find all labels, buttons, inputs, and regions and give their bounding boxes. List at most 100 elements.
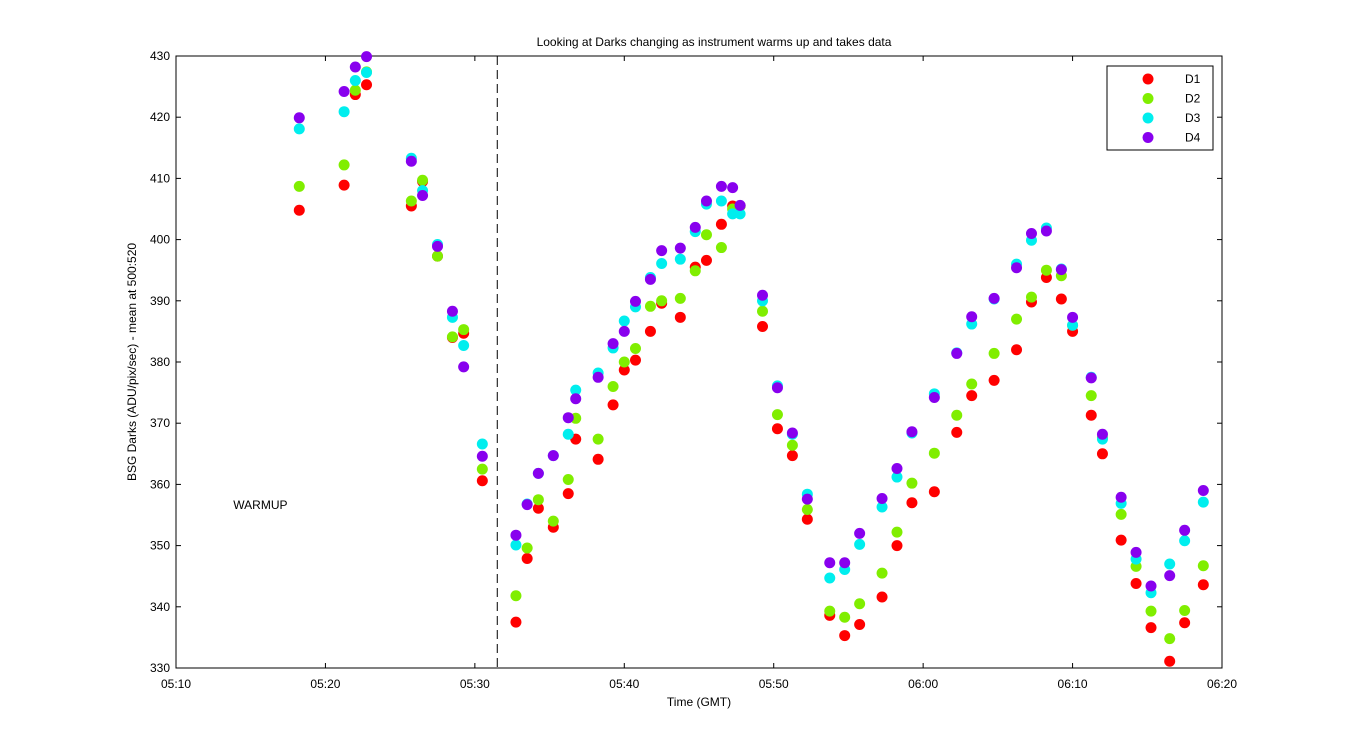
data-point-d4 [734, 199, 746, 211]
data-point-d2 [1025, 291, 1037, 303]
x-tick-label: 05:20 [310, 677, 340, 691]
data-point-d2 [629, 343, 641, 355]
data-point-d4 [876, 492, 888, 504]
legend-label-d3: D3 [1185, 111, 1201, 125]
data-point-d2 [674, 292, 686, 304]
data-point-d3 [338, 106, 350, 118]
data-point-d2 [891, 526, 903, 538]
data-point-d2 [1164, 633, 1176, 645]
data-point-d1 [510, 616, 522, 628]
data-point-d1 [1096, 448, 1108, 460]
data-point-d4 [629, 295, 641, 307]
data-point-d2 [854, 598, 866, 610]
data-point-d1 [361, 79, 373, 91]
data-point-d1 [1164, 655, 1176, 667]
x-tick-label: 05:10 [161, 677, 191, 691]
data-point-d1 [928, 486, 940, 498]
data-point-d1 [1011, 344, 1023, 356]
data-point-d2 [1040, 264, 1052, 276]
data-point-d2 [562, 474, 574, 486]
x-tick-label: 06:00 [908, 677, 938, 691]
warmup-annotation: WARMUP [233, 498, 287, 512]
data-point-d4 [592, 371, 604, 383]
data-point-d4 [432, 240, 443, 252]
data-point-d4 [757, 289, 769, 301]
data-point-d4 [1130, 546, 1142, 558]
data-point-d1 [674, 311, 686, 323]
data-point-d4 [1197, 485, 1209, 497]
data-point-d3 [824, 572, 836, 584]
data-point-d3 [656, 257, 668, 269]
data-point-d2 [876, 567, 888, 579]
legend-box [1106, 65, 1214, 151]
data-point-d2 [521, 542, 533, 554]
y-axis-label: BSG Darks (ADU/pix/sec) - mean at 500:52… [125, 243, 139, 481]
data-point-d1 [476, 475, 488, 487]
data-points [293, 51, 1209, 667]
data-point-d1 [562, 488, 574, 500]
data-point-d3 [674, 253, 686, 265]
legend-label-d4: D4 [1185, 131, 1201, 145]
data-point-d1 [607, 399, 619, 411]
legend-marker-d3 [1142, 112, 1154, 124]
data-point-d4 [349, 61, 361, 73]
data-point-d2 [928, 447, 940, 459]
data-point-d2 [1085, 390, 1097, 402]
data-point-d2 [644, 300, 656, 312]
data-point-d4 [824, 557, 836, 569]
data-point-d4 [1067, 311, 1079, 323]
y-tick-label: 360 [150, 477, 170, 491]
data-point-d4 [607, 338, 619, 350]
data-point-d3 [349, 74, 361, 86]
data-point-d2 [786, 439, 798, 451]
data-point-d1 [521, 552, 533, 564]
data-point-d1 [801, 513, 813, 525]
data-point-d4 [1115, 491, 1127, 503]
x-tick-label: 05:50 [759, 677, 789, 691]
data-point-d4 [1096, 428, 1108, 440]
data-point-d1 [1130, 578, 1142, 590]
data-point-d2 [547, 515, 559, 527]
data-point-d2 [906, 477, 918, 489]
axis-ticks [175, 55, 1223, 669]
data-point-d1 [966, 390, 978, 402]
data-point-d2 [432, 250, 443, 262]
data-point-d3 [570, 384, 582, 396]
data-point-d2 [824, 605, 836, 617]
legend-marker-d4 [1142, 132, 1154, 143]
data-point-d2 [700, 229, 712, 241]
y-tick-label: 390 [150, 294, 170, 308]
data-point-d3 [293, 123, 305, 135]
data-point-d2 [592, 433, 604, 445]
data-point-d4 [547, 450, 559, 462]
data-point-d2 [771, 409, 783, 421]
data-point-d2 [715, 242, 727, 254]
legend-label-d1: D1 [1185, 72, 1201, 86]
data-point-d2 [338, 159, 350, 171]
data-point-d2 [405, 195, 417, 207]
data-point-d1 [891, 540, 903, 552]
data-point-d1 [338, 179, 350, 191]
data-point-d4 [293, 112, 305, 124]
data-point-d1 [1115, 534, 1127, 546]
data-point-d4 [405, 155, 417, 167]
legend-label-d2: D2 [1185, 92, 1201, 106]
data-point-d4 [854, 527, 866, 539]
data-point-d1 [988, 374, 1000, 386]
data-point-d4 [801, 493, 813, 505]
data-point-d1 [771, 423, 783, 435]
y-tick-label: 430 [150, 49, 170, 63]
data-point-d4 [988, 292, 1000, 304]
data-point-d2 [656, 295, 668, 307]
data-point-d2 [801, 503, 813, 515]
data-point-d3 [1164, 558, 1176, 570]
data-point-d4 [1025, 227, 1037, 239]
y-tick-label: 400 [150, 233, 170, 247]
data-point-d3 [876, 501, 888, 513]
legend-marker-d2 [1142, 93, 1154, 104]
data-point-d2 [966, 378, 978, 390]
data-point-d4 [521, 499, 533, 511]
data-point-d2 [951, 409, 963, 421]
data-point-d3 [476, 438, 488, 450]
